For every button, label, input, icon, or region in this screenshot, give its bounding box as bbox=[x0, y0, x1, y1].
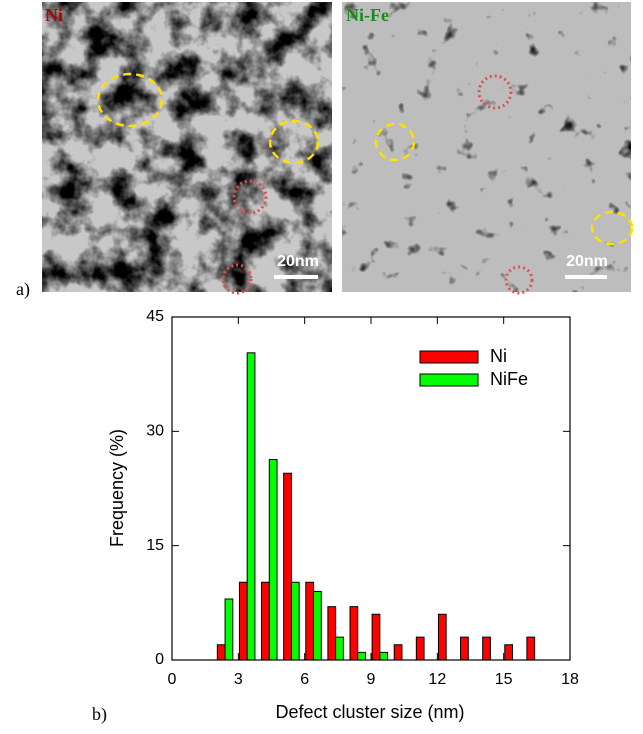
plot-frame bbox=[171, 316, 571, 661]
x-tick-label: 18 bbox=[561, 671, 579, 688]
bar bbox=[283, 472, 292, 661]
bar bbox=[415, 636, 425, 661]
bar bbox=[335, 636, 344, 661]
x-tick-label: 3 bbox=[234, 671, 243, 688]
bar bbox=[482, 636, 491, 661]
bar bbox=[504, 644, 514, 661]
bar bbox=[238, 581, 248, 661]
bar bbox=[313, 590, 322, 661]
image-label: Ni bbox=[45, 5, 63, 25]
y-tick-label: 15 bbox=[146, 537, 164, 554]
bar bbox=[349, 606, 359, 661]
scale-label: 20nm bbox=[277, 253, 319, 270]
legend-swatch bbox=[419, 350, 479, 364]
panel-label: a) bbox=[16, 279, 30, 300]
bar bbox=[224, 598, 234, 661]
bar bbox=[305, 581, 315, 661]
x-axis-label: Defect cluster size (nm) bbox=[275, 702, 464, 722]
y-tick-label: 45 bbox=[146, 308, 164, 325]
bar bbox=[379, 651, 389, 661]
x-tick-label: 12 bbox=[428, 671, 446, 688]
tem-image-nife: Ni-Fe 20nm bbox=[342, 2, 634, 295]
tem-image-ni: Ni 20nm bbox=[42, 2, 332, 295]
bar bbox=[246, 352, 256, 661]
legend-label: Ni bbox=[490, 346, 507, 366]
x-tick-label: 15 bbox=[495, 671, 513, 688]
bar bbox=[268, 459, 278, 661]
bar bbox=[216, 644, 226, 661]
bar bbox=[460, 636, 469, 661]
bar bbox=[261, 581, 270, 661]
legend-label: NiFe bbox=[490, 369, 528, 389]
x-tick-label: 6 bbox=[300, 671, 309, 688]
legend-swatch bbox=[419, 373, 479, 387]
y-tick-label: 30 bbox=[146, 423, 164, 440]
bar bbox=[357, 651, 366, 661]
x-tick-label: 9 bbox=[367, 671, 376, 688]
bar bbox=[371, 613, 381, 661]
y-axis-label: Frequency (%) bbox=[107, 429, 127, 547]
scale-label: 20nm bbox=[566, 253, 608, 270]
bar bbox=[290, 581, 300, 661]
bar bbox=[327, 606, 337, 661]
bar bbox=[526, 636, 536, 661]
image-label: Ni-Fe bbox=[346, 5, 389, 25]
plot-area: 0 3 6 9 12 15 18 0 15 30 45 Ni NiFe bbox=[146, 308, 579, 688]
bar bbox=[437, 613, 447, 661]
panel-label: b) bbox=[92, 704, 107, 725]
y-tick-label: 0 bbox=[155, 651, 164, 668]
x-tick-label: 0 bbox=[168, 671, 177, 688]
bar bbox=[393, 644, 403, 661]
